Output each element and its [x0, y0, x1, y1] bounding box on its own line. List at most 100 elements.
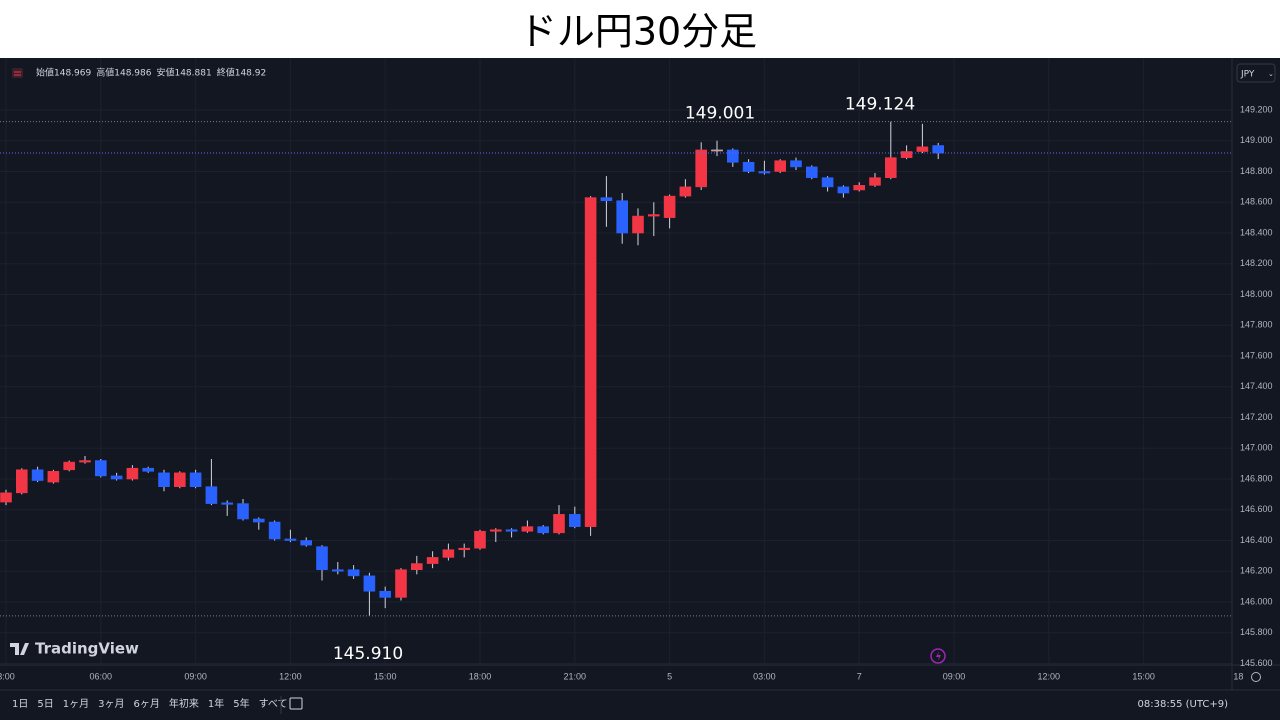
logo-text: TradingView	[35, 640, 139, 658]
candle-body	[616, 200, 629, 234]
x-tick-label: 21:00	[564, 671, 587, 681]
candle-body	[663, 195, 676, 218]
time-axis: 3:00 06:00 09:00 12:00 15:00 18:00 21:00 5 03:00…	[0, 671, 1243, 681]
x-tick-label: 09:00	[184, 671, 207, 681]
y-tick-label: 148.000	[1240, 289, 1273, 299]
candle-body	[805, 166, 818, 178]
y-tick-label: 145.800	[1240, 627, 1273, 637]
logo: TradingView	[10, 640, 139, 658]
candle-body	[758, 171, 771, 174]
candle-body	[95, 460, 107, 477]
candle-body	[916, 146, 929, 152]
symbol-icon	[12, 68, 23, 78]
candle-body	[31, 469, 44, 481]
timeframe-button[interactable]: 3ヶ月	[98, 698, 124, 710]
candle-body	[426, 557, 439, 564]
x-tick-label: 12:00	[279, 671, 302, 681]
candle-body	[711, 149, 723, 152]
legend-value: 148.969	[54, 69, 91, 79]
candle-body	[410, 563, 423, 571]
candle-body	[869, 177, 881, 186]
timeframe-button[interactable]: 1年	[208, 697, 224, 710]
y-tick-label: 147.400	[1240, 381, 1273, 391]
candle-body	[537, 526, 550, 534]
candle-body	[837, 186, 850, 194]
price-axis-panel	[1232, 58, 1280, 690]
candle-body	[316, 546, 328, 571]
candle-body	[489, 529, 502, 532]
timeframe-button[interactable]: すべて	[259, 698, 288, 710]
settings-icon[interactable]	[1251, 672, 1261, 682]
x-tick-label: 12:00	[1038, 671, 1061, 681]
timeframe-button[interactable]: 1ヶ月	[63, 698, 89, 710]
timeframe-button[interactable]: 1日	[12, 699, 28, 710]
y-tick-label: 149.200	[1240, 104, 1273, 114]
candle-body	[742, 161, 755, 172]
y-tick-label: 147.600	[1240, 350, 1273, 360]
timeframe-button[interactable]: 年初来	[169, 697, 199, 710]
price-axis: 149.200 149.000 148.800 148.600 148.400 148.2…	[1240, 104, 1273, 668]
x-tick-label: 18:00	[469, 671, 492, 681]
timeframe-buttons: 1日 5日 1ヶ月 3ヶ月 6ヶ月 年初来 1年 5年 すべて	[12, 697, 288, 710]
date-range-icon[interactable]	[289, 697, 303, 710]
x-tick-label: 3:00	[0, 671, 15, 681]
candle-body	[395, 569, 407, 598]
y-tick-label: 147.800	[1240, 320, 1273, 330]
candle-body	[0, 492, 12, 503]
candle-body	[158, 472, 170, 487]
candle-body	[237, 503, 249, 520]
candle-body	[253, 518, 265, 523]
timeframe-button[interactable]: 5年	[233, 697, 249, 710]
title-band	[0, 0, 1280, 58]
legend-value: 148.986	[114, 69, 151, 79]
candle-body	[268, 521, 281, 540]
x-tick-label: 5	[667, 671, 672, 681]
candle-body	[679, 186, 692, 197]
y-tick-label: 148.800	[1240, 166, 1273, 176]
chart-title: ドル円30分足	[519, 10, 757, 54]
y-tick-label: 146.600	[1240, 504, 1273, 514]
candle-body	[821, 177, 834, 188]
candle-body	[568, 514, 581, 527]
y-tick-label: 146.200	[1240, 566, 1273, 576]
candle-body	[900, 151, 913, 158]
candle-body	[174, 472, 186, 487]
candle-body	[600, 197, 613, 202]
candle-body	[47, 471, 60, 483]
ohlc-legend: 始値 148.969 高値 148.986 安値 148.881 終値 148.92	[36, 67, 266, 79]
toolbar	[0, 690, 1280, 720]
x-tick-label: 09:00	[943, 671, 966, 681]
candle-body	[553, 514, 565, 534]
timeframe-button[interactable]: 6ヶ月	[134, 698, 160, 710]
x-tick-label: 15:00	[1132, 671, 1155, 681]
candle-body	[647, 214, 660, 217]
clock: 08:38:55 (UTC+9)	[1138, 699, 1229, 710]
candle-body	[221, 502, 233, 505]
candle-body	[63, 461, 76, 471]
legend-label: 安値	[156, 67, 174, 79]
candle-body	[932, 145, 945, 154]
candle-body	[474, 530, 486, 549]
legend-label: 終値	[217, 67, 235, 79]
candle-body	[79, 460, 91, 463]
candle-body	[790, 160, 802, 168]
event-icon-bolt	[936, 651, 941, 661]
timeframe-button[interactable]: 5日	[37, 699, 53, 710]
candle-body	[521, 526, 534, 532]
x-tick-label: 7	[857, 671, 862, 681]
candle-body	[110, 475, 123, 480]
y-tick-label: 147.200	[1240, 412, 1273, 422]
candle-body	[695, 149, 708, 188]
y-tick-label: 145.600	[1240, 658, 1273, 668]
logo-mark	[10, 643, 29, 655]
legend-value: 148.881	[174, 69, 211, 79]
candle-body	[284, 538, 297, 541]
y-tick-label: 148.600	[1240, 197, 1273, 207]
candle-body	[584, 197, 597, 527]
candle-body	[505, 529, 518, 532]
y-tick-label: 149.000	[1240, 135, 1273, 145]
currency-button[interactable]	[1236, 63, 1276, 83]
event-icon[interactable]	[930, 648, 946, 664]
candle-body	[300, 540, 313, 546]
